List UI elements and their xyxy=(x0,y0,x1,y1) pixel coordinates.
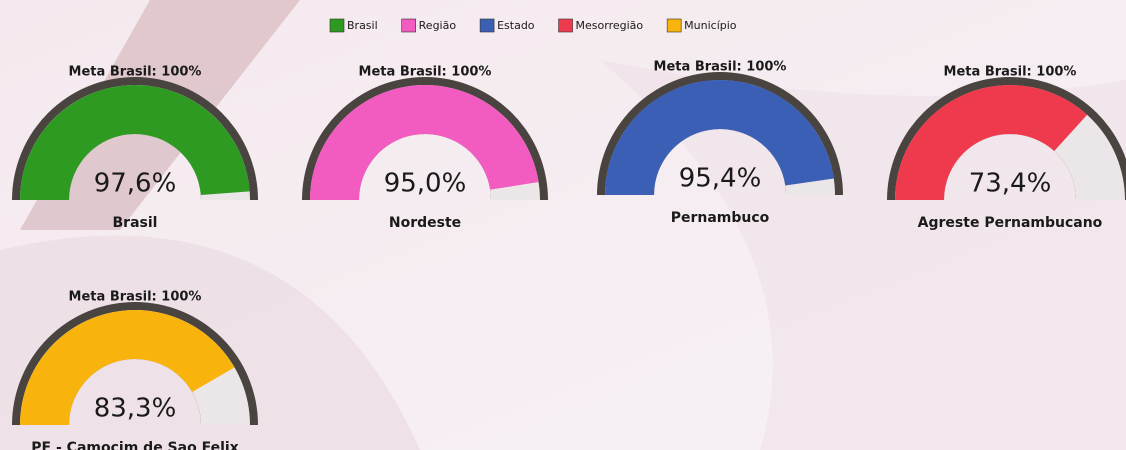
gauge-label: Agreste Pernambucano xyxy=(918,215,1103,231)
gauge-label: Nordeste xyxy=(389,215,461,231)
gauge-value: 73,4% xyxy=(969,169,1052,199)
gauge-value: 95,4% xyxy=(679,164,762,194)
legend-swatch xyxy=(559,19,573,32)
chart: BrasilRegiãoEstadoMesorregiãoMunicípioMe… xyxy=(0,0,1126,450)
legend-swatch xyxy=(330,19,344,32)
gauge-value: 83,3% xyxy=(94,394,177,424)
page: BrasilRegiãoEstadoMesorregiãoMunicípioMe… xyxy=(0,0,1126,450)
gauge-value: 97,6% xyxy=(94,169,177,199)
legend-label: Região xyxy=(419,19,457,32)
legend-swatch xyxy=(402,19,416,32)
legend-label: Brasil xyxy=(347,19,378,32)
legend-label: Mesorregião xyxy=(576,19,644,32)
legend-label: Município xyxy=(684,19,737,32)
legend-label: Estado xyxy=(497,19,535,32)
legend-swatch xyxy=(480,19,494,32)
legend-swatch xyxy=(667,19,681,32)
gauge-value: 95,0% xyxy=(384,169,467,199)
gauge-label: Pernambuco xyxy=(671,210,770,226)
gauge-label: Brasil xyxy=(113,215,158,231)
gauge-label: PE - Camocim de Sao Felix xyxy=(31,440,238,450)
